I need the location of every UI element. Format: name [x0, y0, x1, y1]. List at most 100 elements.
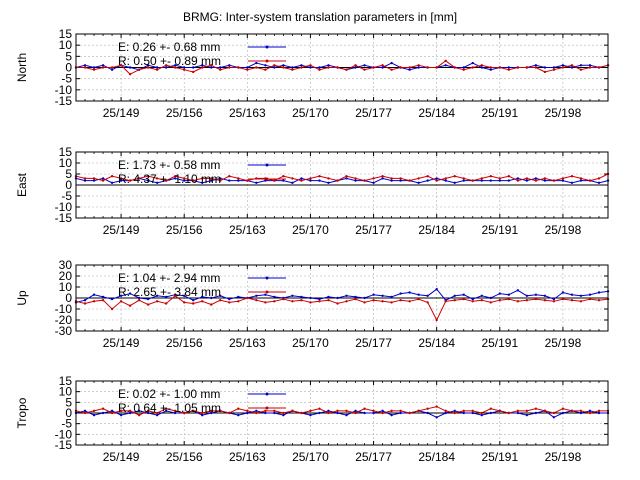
data-point — [588, 64, 592, 67]
data-point — [210, 296, 213, 300]
data-point — [110, 175, 114, 178]
data-point — [83, 66, 87, 69]
legend-entry-label: R: 0.64 +- 1.05 mm — [118, 401, 221, 415]
data-point — [137, 177, 141, 180]
data-point — [137, 299, 141, 302]
data-point — [110, 409, 114, 413]
y-tick-label: 10 — [59, 385, 73, 399]
data-point — [173, 177, 177, 180]
data-point — [173, 66, 177, 69]
data-point — [525, 66, 529, 69]
data-point — [534, 407, 538, 410]
data-point — [137, 409, 141, 413]
data-point — [390, 409, 393, 413]
data-point — [444, 64, 447, 67]
legend-marker — [265, 392, 269, 396]
x-tick-label: 25/170 — [292, 106, 329, 120]
data-point — [210, 66, 213, 69]
data-point — [426, 411, 429, 415]
data-point — [183, 294, 186, 297]
data-point — [426, 175, 429, 178]
data-point — [579, 177, 583, 180]
data-point — [516, 289, 520, 292]
data-point — [273, 411, 276, 415]
data-point — [92, 179, 96, 182]
data-point — [570, 181, 574, 184]
data-point — [381, 409, 384, 413]
y-tick-label: 10 — [59, 156, 73, 170]
data-point — [164, 302, 168, 305]
data-point — [363, 296, 366, 300]
data-point — [498, 66, 501, 69]
data-point — [300, 299, 303, 302]
data-point — [119, 64, 123, 67]
data-point — [128, 304, 132, 307]
data-point — [327, 411, 330, 415]
data-point — [471, 411, 474, 415]
data-point — [381, 411, 384, 415]
x-tick-label: 25/170 — [292, 336, 329, 350]
data-point — [579, 294, 583, 297]
data-point — [462, 409, 465, 413]
data-point — [372, 181, 375, 184]
x-tick-label: 25/170 — [292, 223, 329, 237]
data-point — [390, 301, 393, 304]
data-point — [291, 300, 294, 303]
data-point — [399, 179, 402, 182]
data-point — [264, 411, 267, 415]
data-point — [164, 66, 168, 69]
data-point — [110, 68, 114, 71]
data-point — [453, 175, 456, 178]
data-point — [588, 297, 592, 301]
data-point — [570, 66, 574, 69]
y-tick-label: -10 — [55, 302, 73, 316]
data-point — [507, 297, 511, 301]
data-point — [597, 66, 601, 69]
y-tick-label: -15 — [55, 438, 73, 452]
data-point — [228, 175, 231, 178]
legend-entry-label: E: 0.02 +- 1.00 mm — [118, 387, 220, 401]
data-point — [327, 66, 330, 69]
data-point — [534, 179, 538, 182]
data-point — [579, 411, 583, 415]
data-point — [561, 297, 565, 301]
y-tick-label: 15 — [59, 374, 73, 388]
data-point — [237, 407, 240, 410]
data-point — [372, 411, 375, 415]
x-tick-label: 25/184 — [418, 336, 455, 350]
data-point — [119, 409, 123, 413]
data-point — [417, 64, 420, 67]
data-point — [444, 179, 447, 182]
data-point — [597, 299, 601, 302]
data-point — [372, 293, 375, 296]
data-point — [543, 70, 547, 74]
data-point — [173, 175, 177, 178]
data-point — [101, 64, 105, 67]
data-point — [552, 297, 556, 301]
data-point — [354, 177, 357, 180]
series-line-e — [75, 410, 608, 418]
data-point — [101, 177, 105, 180]
data-point — [264, 64, 267, 67]
y-tick-label: 0 — [65, 178, 72, 192]
data-point — [246, 296, 249, 300]
data-point — [246, 68, 249, 71]
data-point — [417, 177, 420, 180]
data-point — [489, 411, 492, 415]
data-point — [570, 293, 574, 296]
data-point — [381, 66, 384, 69]
data-point — [561, 177, 565, 180]
data-point — [201, 411, 204, 415]
data-point — [201, 295, 204, 299]
y-tick-label: 15 — [59, 27, 73, 41]
data-point — [282, 66, 285, 69]
legend-entry-label: R: 4.37 +- 1.10 mm — [118, 172, 221, 186]
x-tick-label: 25/184 — [418, 223, 455, 237]
data-point — [480, 294, 483, 297]
x-tick-label: 25/170 — [292, 450, 329, 464]
legend-entry-label: R: 2.65 +- 3.84 mm — [118, 285, 221, 299]
data-point — [399, 177, 402, 180]
data-point — [183, 301, 186, 304]
x-tick-label: 25/156 — [166, 223, 203, 237]
